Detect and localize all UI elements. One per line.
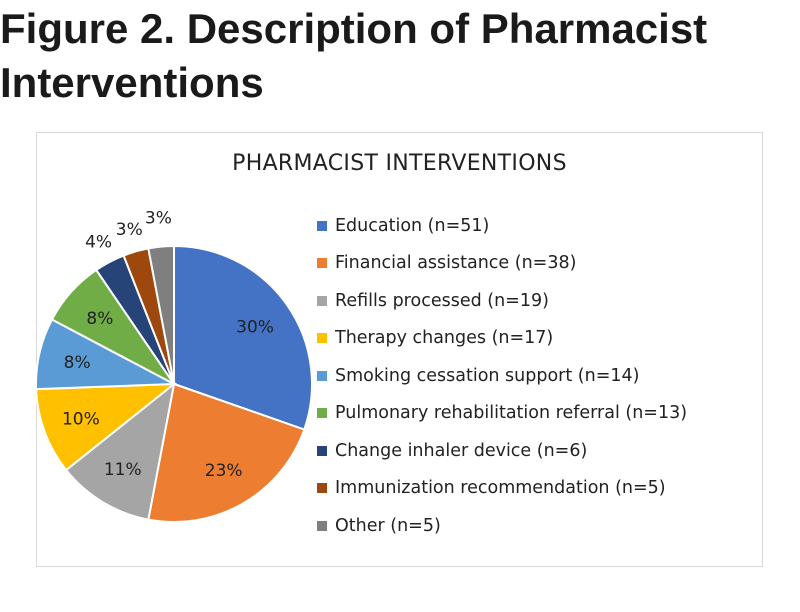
legend-swatch <box>317 483 327 494</box>
pie-chart: 30%23%11%10%8%8%4%3%3% <box>35 209 313 523</box>
figure-title: Figure 2. Description of Pharmacist Inte… <box>0 5 708 106</box>
slice-percent-label: 11% <box>104 460 142 480</box>
legend-label: Change inhaler device (n=6) <box>335 440 588 461</box>
chart-title: PHARMACIST INTERVENTIONS <box>232 151 567 176</box>
legend-label: Therapy changes (n=17) <box>335 328 554 349</box>
slice-percent-label: 30% <box>236 318 274 338</box>
legend-item: Immunization recommendation (n=5) <box>317 470 687 508</box>
legend-label: Smoking cessation support (n=14) <box>335 365 640 386</box>
chart-area: PHARMACIST INTERVENTIONS 30% 23% 11% 10% 8% 8… <box>35 132 763 567</box>
legend-label: Immunization recommendation (n=5) <box>335 478 666 499</box>
slice-percent-label: 8% <box>64 353 91 373</box>
legend-item: Refills processed (n=19) <box>317 282 687 320</box>
legend-swatch <box>317 445 327 456</box>
legend-label: Pulmonary rehabilitation referral (n=13) <box>335 403 688 424</box>
pie-slice <box>173 244 313 431</box>
slice-percent-label: 23% <box>205 461 243 481</box>
slice-percent-label: 3% <box>145 209 172 229</box>
slice-percent-label: 4% <box>85 232 112 252</box>
legend-swatch <box>317 408 327 419</box>
legend-swatch <box>317 333 327 344</box>
legend-item: Other (n=5) <box>317 507 687 545</box>
legend-label: Financial assistance (n=38) <box>335 253 577 274</box>
pie-slice <box>147 382 306 523</box>
legend-label: Other (n=5) <box>335 515 441 536</box>
legend-item: Therapy changes (n=17) <box>317 320 687 358</box>
legend-item: Financial assistance (n=38) <box>317 245 687 283</box>
pie-slice <box>35 382 177 472</box>
slice-percent-label: 10% <box>62 410 100 430</box>
legend-swatch <box>317 370 327 381</box>
legend-label: Education (n=51) <box>335 215 490 236</box>
legend-item: Education (n=51) <box>317 207 687 245</box>
pie-slice <box>147 244 175 385</box>
chart-legend: Education (n=51) Financial assistance (n=… <box>317 207 687 545</box>
pie-slice <box>64 381 176 521</box>
legend-swatch <box>317 295 327 306</box>
legend-swatch <box>317 220 327 231</box>
slice-percent-label: 3% <box>116 220 143 240</box>
legend-item: Smoking cessation support (n=14) <box>317 357 687 395</box>
legend-swatch <box>317 520 327 531</box>
legend-swatch <box>317 258 327 269</box>
legend-item: Pulmonary rehabilitation referral (n=13) <box>317 395 687 433</box>
slice-percent-label: 8% <box>86 309 113 329</box>
legend-item: Change inhaler device (n=6) <box>317 432 687 470</box>
legend-label: Refills processed (n=19) <box>335 290 549 311</box>
